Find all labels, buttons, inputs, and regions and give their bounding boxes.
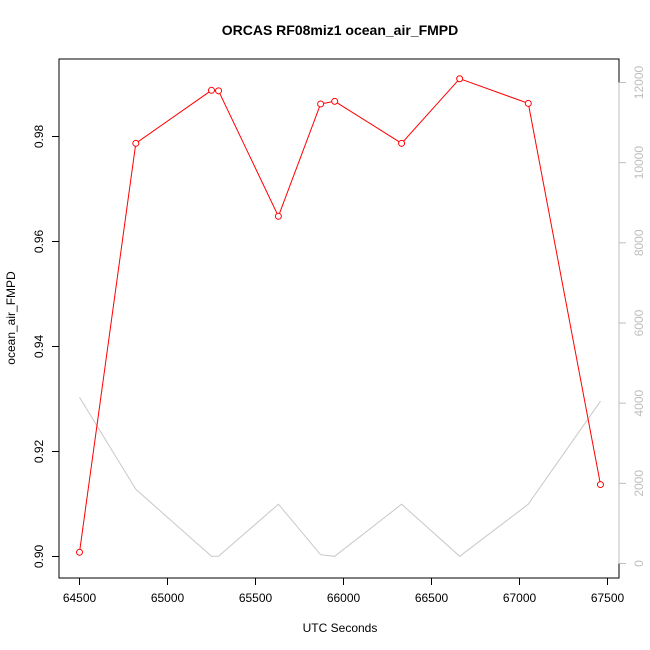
x-tick-label: 66000: [327, 591, 361, 605]
y-axis-label: ocean_air_FMPD: [4, 271, 18, 365]
data-point: [76, 548, 83, 556]
y2-tick-label: 8000: [632, 229, 646, 256]
series-line-right: [79, 396, 601, 557]
x-tick-label: 67500: [591, 591, 625, 605]
series-layer: [76, 75, 604, 557]
data-point: [208, 86, 215, 94]
data-point: [524, 99, 532, 107]
y2-tick-label: 6000: [632, 309, 646, 336]
data-point: [456, 75, 464, 83]
x-axis: 64500 65000 65500 66000 66500 67000 67500: [63, 577, 625, 605]
data-point: [274, 212, 282, 220]
x-tick-label: 66500: [415, 591, 449, 605]
y-tick-label: 0.90: [32, 544, 46, 568]
y2-tick-label: 4000: [632, 389, 646, 416]
y2-tick-label: 0: [632, 560, 646, 567]
x-tick-label: 67000: [503, 591, 537, 605]
y-axis-right: 0 2000 4000 6000 8000 10000 12000: [618, 65, 646, 567]
chart-title: ORCAS RF08miz1 ocean_air_FMPD: [222, 22, 459, 38]
data-point: [132, 139, 140, 147]
data-point: [596, 481, 604, 489]
y2-tick-label: 2000: [632, 470, 646, 497]
y-axis-left: 0.90 0.92 0.94 0.96 0.98: [32, 124, 60, 568]
y-tick-label: 0.94: [32, 334, 46, 358]
data-point: [317, 100, 325, 108]
x-tick-label: 65000: [151, 591, 185, 605]
y-tick-label: 0.96: [32, 229, 46, 253]
y2-tick-label: 10000: [632, 146, 646, 180]
data-point: [398, 139, 406, 147]
x-tick-label: 65500: [239, 591, 273, 605]
data-point: [215, 87, 223, 95]
y-tick-label: 0.92: [32, 439, 46, 463]
x-tick-label: 64500: [63, 591, 97, 605]
data-point: [331, 97, 339, 105]
y-tick-label: 0.98: [32, 124, 46, 148]
x-axis-label: UTC Seconds: [303, 621, 378, 635]
series-line-left: [79, 78, 601, 553]
y2-tick-label: 12000: [632, 65, 646, 99]
